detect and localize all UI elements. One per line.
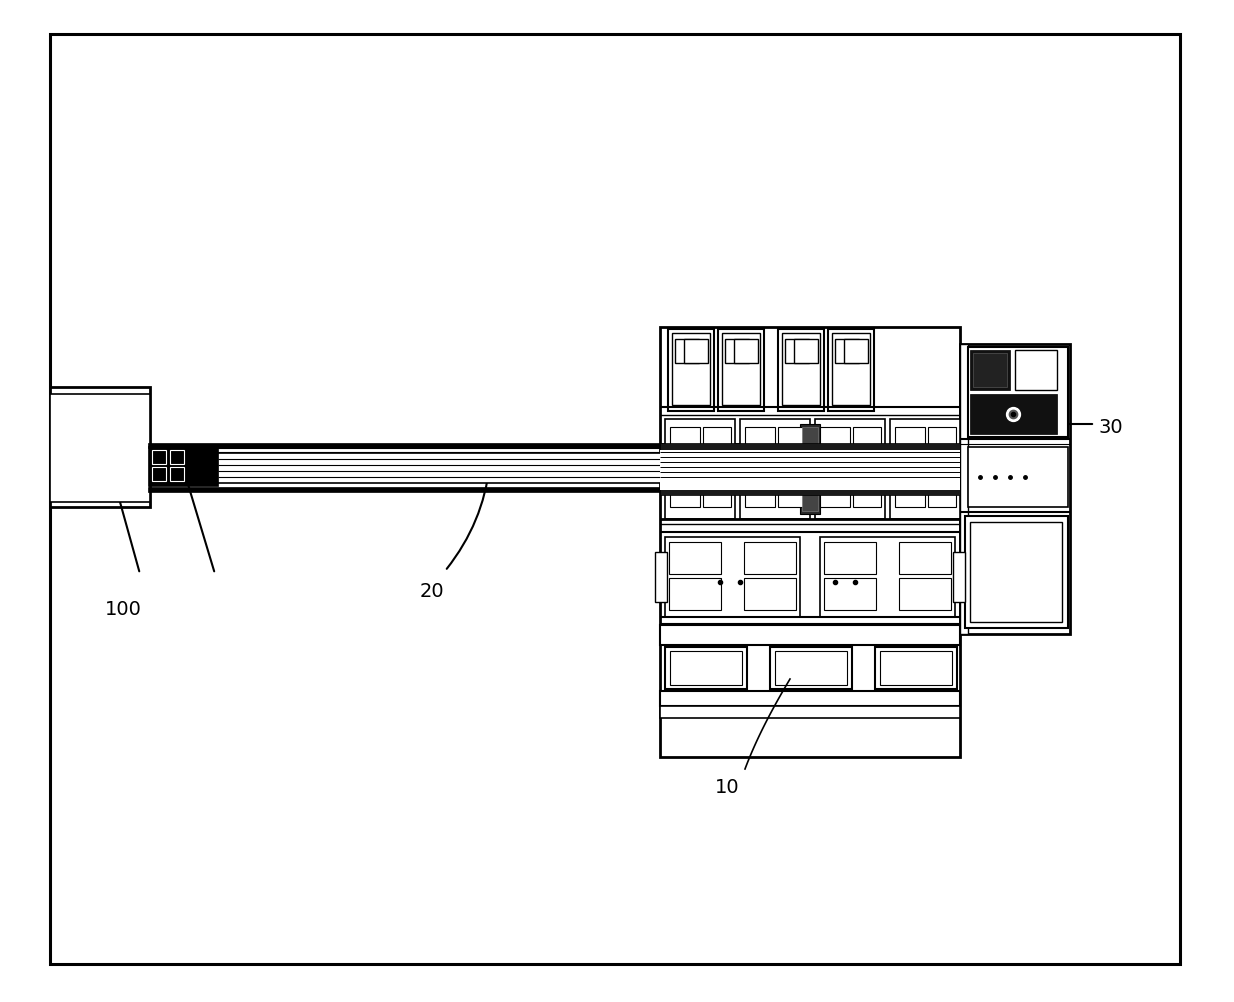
Bar xyxy=(802,428,818,511)
Bar xyxy=(744,578,796,610)
Bar xyxy=(967,348,1067,438)
Bar xyxy=(744,542,796,574)
Bar xyxy=(669,578,721,610)
Bar xyxy=(665,647,747,689)
Bar xyxy=(821,537,955,617)
Bar xyxy=(828,330,874,412)
Bar xyxy=(673,334,710,406)
Bar xyxy=(670,651,742,685)
Bar xyxy=(675,340,698,364)
Text: 30: 30 xyxy=(1098,418,1123,437)
Bar xyxy=(785,340,810,364)
Bar xyxy=(703,470,731,507)
Bar xyxy=(970,395,1058,435)
Bar xyxy=(900,542,951,574)
Bar xyxy=(814,420,885,519)
Bar xyxy=(970,522,1062,622)
Bar xyxy=(152,451,167,465)
Bar xyxy=(660,444,960,451)
Bar xyxy=(824,578,876,610)
Text: 100: 100 xyxy=(105,599,142,618)
Bar xyxy=(152,468,167,482)
Bar xyxy=(669,542,721,574)
Bar xyxy=(668,330,714,412)
Bar xyxy=(703,428,731,466)
Bar xyxy=(972,354,1007,388)
Bar xyxy=(51,388,151,507)
Bar xyxy=(782,334,821,406)
Bar xyxy=(734,340,758,364)
Bar xyxy=(660,691,960,706)
Bar xyxy=(170,451,184,465)
Bar xyxy=(660,328,960,758)
Bar xyxy=(51,395,151,502)
Bar xyxy=(218,454,777,484)
Bar xyxy=(960,345,1070,634)
Bar xyxy=(824,542,876,574)
Bar xyxy=(1016,351,1058,391)
Bar xyxy=(835,340,859,364)
Bar xyxy=(953,552,965,602)
Bar xyxy=(965,516,1067,628)
Bar xyxy=(665,537,800,617)
Bar xyxy=(655,552,668,602)
Bar xyxy=(777,470,806,507)
Bar xyxy=(900,578,951,610)
Bar xyxy=(853,470,881,507)
Bar xyxy=(875,647,958,689)
Bar xyxy=(726,340,749,364)
Bar xyxy=(660,489,960,496)
Bar xyxy=(170,468,184,482)
Bar xyxy=(777,428,806,466)
Bar xyxy=(800,425,821,514)
Bar xyxy=(148,488,777,493)
Bar xyxy=(770,647,851,689)
Bar xyxy=(928,428,956,466)
Bar xyxy=(928,470,956,507)
Bar xyxy=(895,470,926,507)
Bar xyxy=(670,470,700,507)
Bar xyxy=(665,420,735,519)
Bar xyxy=(775,651,847,685)
Bar xyxy=(970,351,1009,391)
Text: 10: 10 xyxy=(714,778,739,797)
Bar xyxy=(660,625,960,645)
Bar xyxy=(148,444,777,449)
Bar xyxy=(670,428,700,466)
Bar xyxy=(821,428,850,466)
Bar xyxy=(793,340,818,364)
Bar xyxy=(722,334,760,406)
Bar xyxy=(660,706,960,718)
Bar xyxy=(821,470,850,507)
Bar xyxy=(853,428,881,466)
Bar xyxy=(745,428,775,466)
Bar xyxy=(890,420,960,519)
Bar xyxy=(740,420,810,519)
Bar xyxy=(967,448,1067,507)
Bar xyxy=(777,330,824,412)
Bar xyxy=(718,330,764,412)
Bar xyxy=(660,451,960,491)
Text: 20: 20 xyxy=(420,581,444,600)
Bar xyxy=(684,340,708,364)
Bar xyxy=(148,447,218,487)
Bar xyxy=(895,428,926,466)
Bar xyxy=(844,340,868,364)
Bar xyxy=(745,470,775,507)
Bar xyxy=(880,651,951,685)
Bar xyxy=(832,334,870,406)
Bar xyxy=(960,345,967,634)
